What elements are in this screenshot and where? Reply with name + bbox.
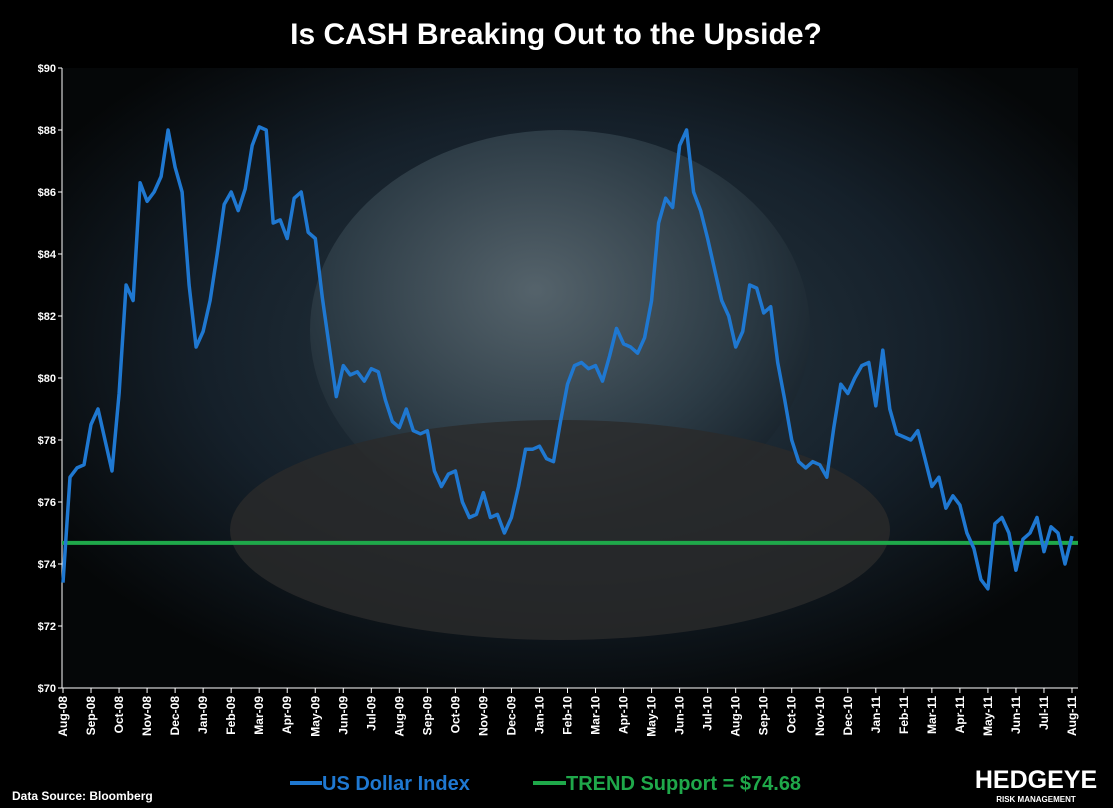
x-tick-label: Dec-08 <box>168 696 182 736</box>
y-tick-label: $84 <box>38 249 57 261</box>
y-tick-label: $74 <box>38 559 57 571</box>
chart-title: Is CASH Breaking Out to the Upside? <box>290 18 822 51</box>
x-tick-label: Apr-11 <box>953 696 967 734</box>
x-tick-label: Nov-10 <box>813 696 827 736</box>
x-tick-label: Jan-10 <box>532 696 546 734</box>
x-tick-label: May-09 <box>308 696 322 737</box>
y-tick-label: $72 <box>38 621 56 633</box>
y-tick-label: $82 <box>38 311 56 323</box>
x-tick-label: Jun-11 <box>1009 696 1023 734</box>
x-tick-label: Jun-10 <box>673 696 687 735</box>
x-tick-label: May-10 <box>645 696 659 737</box>
x-tick-label: Sep-09 <box>420 696 434 736</box>
series-line <box>61 125 1074 591</box>
logo: HEDGEYE <box>975 766 1097 794</box>
x-tick-label: Oct-10 <box>785 696 799 734</box>
x-tick-label: Sep-08 <box>84 696 98 736</box>
x-tick-label: Feb-09 <box>224 696 238 735</box>
x-tick-label: Feb-10 <box>561 696 575 735</box>
x-tick-label: Apr-10 <box>617 696 631 734</box>
y-tick-label: $70 <box>38 683 56 695</box>
y-tick-label: $86 <box>38 187 56 199</box>
x-tick-label: Jan-11 <box>869 696 883 734</box>
x-tick-label: Aug-09 <box>392 696 406 737</box>
legend-label: US Dollar Index <box>322 773 470 795</box>
y-tick-label: $90 <box>38 63 56 75</box>
x-tick-label: Oct-08 <box>112 696 126 734</box>
x-tick-label: Sep-10 <box>757 696 771 736</box>
x-tick-label: Jul-11 <box>1037 696 1051 730</box>
x-tick-label: Feb-11 <box>897 696 911 734</box>
x-tick-label: Dec-09 <box>504 696 518 736</box>
x-tick-label: Mar-09 <box>252 696 266 735</box>
x-tick-label: Aug-08 <box>56 696 70 737</box>
legend-label: TREND Support = $74.68 <box>566 773 801 795</box>
y-tick-label: $78 <box>38 435 56 447</box>
source: Data Source: Bloomberg <box>12 789 153 803</box>
y-tick-label: $88 <box>38 125 56 137</box>
x-tick-label: Aug-10 <box>729 696 743 737</box>
y-tick-label: $80 <box>38 373 56 385</box>
x-tick-label: Jan-09 <box>196 696 210 734</box>
x-tick-label: May-11 <box>981 696 995 736</box>
y-tick-label: $76 <box>38 497 56 509</box>
x-tick-label: Dec-10 <box>841 696 855 736</box>
hands <box>230 420 890 640</box>
x-tick-label: Apr-09 <box>280 696 294 734</box>
x-tick-label: Aug-11 <box>1065 696 1079 736</box>
logo-tagline: RISK MANAGEMENT <box>996 795 1076 804</box>
x-tick-label: Nov-09 <box>476 696 490 736</box>
x-tick-label: Oct-09 <box>448 696 462 734</box>
x-tick-label: Jun-09 <box>336 696 350 735</box>
x-tick-label: Nov-08 <box>140 696 154 736</box>
x-tick-label: Mar-11 <box>925 696 939 734</box>
x-tick-label: Jul-10 <box>701 696 715 731</box>
x-tick-label: Jul-09 <box>364 696 378 731</box>
x-tick-label: Mar-10 <box>589 696 603 735</box>
